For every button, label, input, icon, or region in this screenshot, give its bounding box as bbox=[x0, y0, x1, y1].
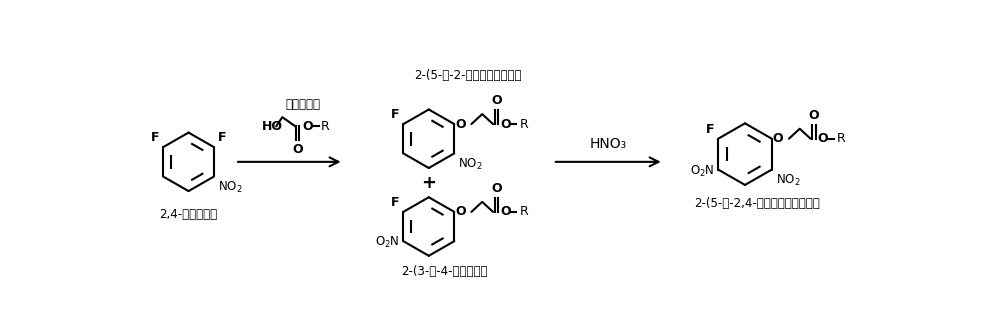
Text: 羟基乙酸酯: 羟基乙酸酯 bbox=[286, 98, 321, 111]
Text: HO: HO bbox=[262, 120, 283, 133]
Text: NO$_2$: NO$_2$ bbox=[776, 173, 800, 188]
Text: 2-(3-氟-4-瞄基苯氧）: 2-(3-氟-4-瞄基苯氧） bbox=[401, 265, 488, 278]
Text: O: O bbox=[455, 205, 466, 218]
Text: O: O bbox=[292, 143, 303, 156]
Text: F: F bbox=[706, 123, 714, 136]
Text: F: F bbox=[391, 108, 399, 121]
Text: O: O bbox=[773, 132, 783, 145]
Text: O: O bbox=[491, 94, 502, 107]
Text: O$_2$N: O$_2$N bbox=[690, 164, 714, 179]
Text: R: R bbox=[837, 132, 846, 145]
Text: 2,4-二氟瞄基苯: 2,4-二氟瞄基苯 bbox=[159, 208, 218, 221]
Text: O: O bbox=[500, 205, 511, 218]
Text: O: O bbox=[809, 109, 819, 122]
Text: 2-(5-氟-2,4-二瞄基苯氧）乙酸酯: 2-(5-氟-2,4-二瞄基苯氧）乙酸酯 bbox=[694, 197, 820, 210]
Text: 2-(5-氟-2-瞄基苯氧）乙酸酯: 2-(5-氟-2-瞄基苯氧）乙酸酯 bbox=[414, 70, 521, 82]
Text: HNO₃: HNO₃ bbox=[590, 137, 627, 151]
Text: +: + bbox=[421, 174, 436, 192]
Text: O: O bbox=[303, 120, 313, 133]
Text: NO$_2$: NO$_2$ bbox=[458, 157, 483, 172]
Text: O$_2$N: O$_2$N bbox=[375, 235, 399, 250]
Text: O: O bbox=[500, 118, 511, 131]
Text: O: O bbox=[491, 182, 502, 195]
Text: R: R bbox=[519, 118, 528, 131]
Text: NO$_2$: NO$_2$ bbox=[218, 180, 243, 195]
Text: R: R bbox=[519, 205, 528, 218]
Text: R: R bbox=[321, 120, 330, 133]
Text: F: F bbox=[391, 196, 399, 209]
Text: O: O bbox=[818, 132, 828, 145]
Text: O: O bbox=[455, 118, 466, 131]
Text: F: F bbox=[151, 131, 159, 144]
Text: F: F bbox=[218, 131, 226, 144]
